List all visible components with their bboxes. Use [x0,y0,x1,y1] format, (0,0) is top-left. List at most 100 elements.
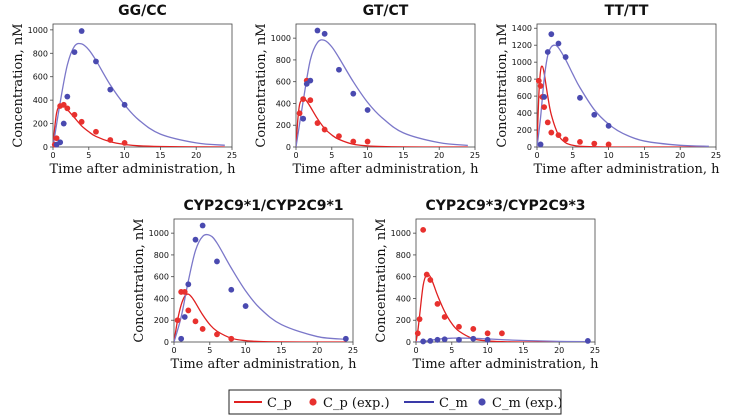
x-tick-label: 0 [413,346,418,355]
series-c-m-exp-point [577,94,583,101]
x-tick-label: 5 [329,151,334,160]
series-c-m-exp-point [342,335,349,342]
chart-title: CYP2C9*1/CYP2C9*1 [183,198,343,214]
series-c-m-exp-point [78,28,85,34]
y-tick-label: 400 [396,294,411,303]
y-tick-label: 200 [276,121,291,130]
series-c-m-exp-point [178,335,185,342]
y-tick-label: 0 [164,338,169,347]
y-tick-label: 200 [154,316,169,325]
series-c-p-exp-point [321,126,328,133]
series-c-m-exp-point [434,336,441,343]
y-tick-label: 200 [33,120,48,129]
legend-entry-cp-exp: C_p (exp.) [309,396,390,411]
series-c-p-exp-point [541,104,548,111]
x-tick-label: 15 [398,151,408,160]
y-tick-label: 200 [517,126,532,135]
series-c-p-exp-point [456,323,462,330]
series-c-m-exp-point [314,27,321,34]
series-c-m-exp-point [584,338,591,344]
x-tick-label: 5 [207,346,212,355]
series-c-m-exp-point [441,336,448,343]
series-c-m-exp-point [470,335,477,342]
series-c-p-line [537,65,709,147]
series-c-p-exp-point [548,129,555,136]
y-tick-label: 800 [33,49,48,58]
series-c-p-exp-point [364,138,371,145]
series-c-m-exp-point [420,338,427,345]
series-c-m-line [296,39,468,147]
series-c-m-exp-point [185,281,192,288]
legend-cp-line-label: C_p [267,396,292,411]
x-tick-label: 0 [293,151,298,160]
legend-frame [228,389,562,415]
plot-frame [536,23,717,148]
series-c-p-exp-point [577,139,583,145]
series-c-p-exp-point [60,101,67,108]
x-tick-label: 5 [86,151,91,160]
legend-entry-cm-line: C_m [404,396,468,411]
legend-cp-exp-label: C_p (exp.) [323,396,390,411]
series-c-m-exp-point [537,141,544,148]
y-tick-label: 800 [276,56,291,65]
series-c-p-exp-point [555,132,562,139]
series-c-p-exp-point [414,330,421,337]
series-c-p-exp-point [181,289,188,295]
series-c-m-exp-point [214,258,220,265]
y-tick-label: 800 [396,251,411,260]
plot-frame [52,23,233,148]
series-c-p-exp-point [499,330,505,337]
series-c-m-exp-point [605,122,612,129]
series-c-m-exp-point [364,107,371,113]
series-c-m-exp-point [456,336,462,343]
y-tick-label: 600 [517,92,532,101]
x-tick-label: 10 [120,151,130,160]
series-c-m-exp-point [199,222,206,229]
series-c-m-exp-point [71,49,78,56]
series-c-m-exp-point [60,120,67,127]
y-tick-label: 1000 [271,34,291,43]
x-tick-label: 20 [675,151,685,160]
series-c-p-exp-point [423,271,430,278]
x-axis-label: Time after administration, h [50,162,237,177]
y-tick-label: 0 [527,143,532,152]
x-tick-label: 0 [534,151,539,160]
x-tick-label: 0 [50,151,55,160]
x-axis-label: Time after administration, h [534,162,721,177]
y-tick-label: 0 [286,143,291,152]
series-c-p-exp-point [307,97,314,104]
series-c-m-line [53,42,225,147]
series-c-p-exp-point [544,119,551,126]
x-tick-label: 25 [470,151,480,160]
legend-entry-cp-line: C_p [234,396,292,411]
y-axis-label: Concentration, nM [495,23,510,147]
y-tick-label: 200 [396,316,411,325]
series-c-m-exp-point [121,101,128,108]
series-c-m-exp-point [64,93,71,100]
x-tick-label: 25 [711,151,721,160]
series-c-m-line [174,233,346,342]
series-c-p-exp-point [78,118,85,125]
series-c-m-exp-point [93,58,99,65]
chart-title: TT/TT [605,3,649,19]
series-c-m-exp-point [300,115,307,122]
legend-cm-exp-swatch [478,398,486,406]
x-tick-label: 20 [434,151,444,160]
series-c-p-exp-point [192,318,199,325]
y-tick-label: 0 [43,143,48,152]
series-c-p-exp-point [535,77,542,84]
plot-frame [415,218,596,343]
series-c-p-exp-point [336,133,342,140]
y-axis-label: Concentration, nM [132,218,147,342]
series-c-p-exp-point [434,301,441,307]
series-c-p-exp-point [121,140,128,146]
series-c-p-exp-point [350,138,357,145]
series-c-m-exp-point [591,111,598,118]
x-tick-label: 0 [171,346,176,355]
series-c-p-exp-point [71,111,78,118]
series-c-m-exp-point [336,66,342,73]
series-c-m-exp-point [562,54,569,60]
y-tick-label: 1000 [28,26,48,35]
